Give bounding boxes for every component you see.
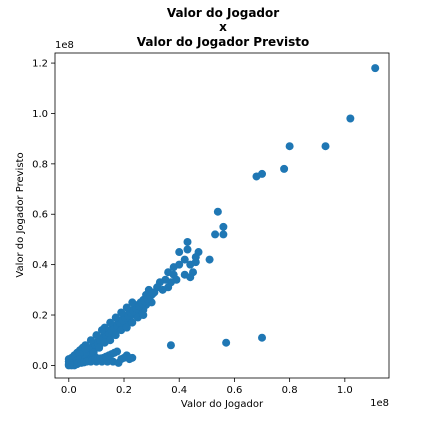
scatter-point (117, 355, 126, 364)
scatter-point (371, 64, 380, 73)
scatter-point (219, 222, 228, 231)
scatter-point (321, 142, 330, 151)
scatter-point (186, 260, 195, 269)
scatter-point (219, 230, 228, 239)
y-tick-label: 0.4 (32, 260, 48, 271)
chart-title-line-3: Valor do Jogador Previsto (137, 35, 309, 49)
scatter-point (222, 338, 231, 347)
scatter-point (183, 245, 192, 254)
x-tick-label: 0.0 (61, 385, 77, 396)
scatter-point (139, 311, 148, 320)
x-tick-label: 0.4 (171, 385, 187, 396)
scatter-point (122, 323, 131, 332)
y-axis-ticks: 0.0 0.2 0.4 0.6 0.8 1.0 1.2 (32, 59, 55, 372)
y-tick-label: 0.8 (32, 159, 48, 170)
scatter-point (166, 341, 175, 350)
scatter-point (252, 172, 261, 181)
scatter-point (280, 164, 289, 173)
x-tick-label: 0.2 (116, 385, 132, 396)
plot-area-frame (54, 52, 390, 379)
y-tick-label: 0.0 (32, 361, 48, 372)
x-tick-label: 0.8 (282, 385, 298, 396)
scatter-point (86, 336, 95, 345)
scatter-point (106, 336, 115, 345)
scatter-point (285, 142, 294, 151)
scatter-point (205, 255, 214, 264)
scatter-point (213, 207, 222, 216)
scatter-point (183, 237, 192, 246)
scatter-point (128, 318, 137, 327)
y-tick-label: 0.2 (32, 311, 48, 322)
scatter-point (106, 318, 115, 327)
x-tick-label: 0.6 (226, 385, 242, 396)
scatter-point (169, 263, 178, 272)
scatter-point (175, 248, 184, 257)
scatter-point (95, 343, 104, 352)
scatter-point (211, 230, 220, 239)
x-tick-label: 1.0 (337, 385, 353, 396)
scatter-point (111, 313, 120, 322)
points-layer (64, 64, 380, 370)
scatter-point (111, 331, 120, 340)
scatter-point (346, 114, 355, 123)
scatter-point (92, 331, 101, 340)
chart-title-line-1: Valor do Jogador (167, 6, 279, 20)
scatter-point (81, 345, 90, 354)
scatter-point (113, 347, 122, 356)
scatter-point (148, 289, 157, 298)
x-offset-label: 1e8 (370, 398, 389, 409)
x-axis-label: Valor do Jogador (181, 399, 264, 410)
scatter-point (97, 326, 106, 335)
y-tick-label: 0.6 (32, 210, 48, 221)
y-tick-label: 1.2 (32, 59, 48, 70)
scatter-point (258, 333, 267, 342)
scatter-point (122, 303, 131, 312)
chart-title-line-2: x (219, 20, 227, 34)
y-tick-label: 1.0 (32, 109, 48, 120)
scatter-point (158, 285, 167, 294)
scatter-point (180, 255, 189, 264)
x-axis-ticks: 0.0 0.2 0.4 0.6 0.8 1.0 (61, 378, 353, 396)
scatter-point (186, 273, 195, 282)
y-offset-label: 1e8 (55, 40, 74, 51)
scatter-point (164, 268, 173, 277)
scatter-point (128, 298, 137, 307)
y-axis-label: Valor do Jogador Previsto (15, 152, 26, 277)
scatter-point (125, 355, 134, 364)
scatter-point (117, 308, 126, 317)
